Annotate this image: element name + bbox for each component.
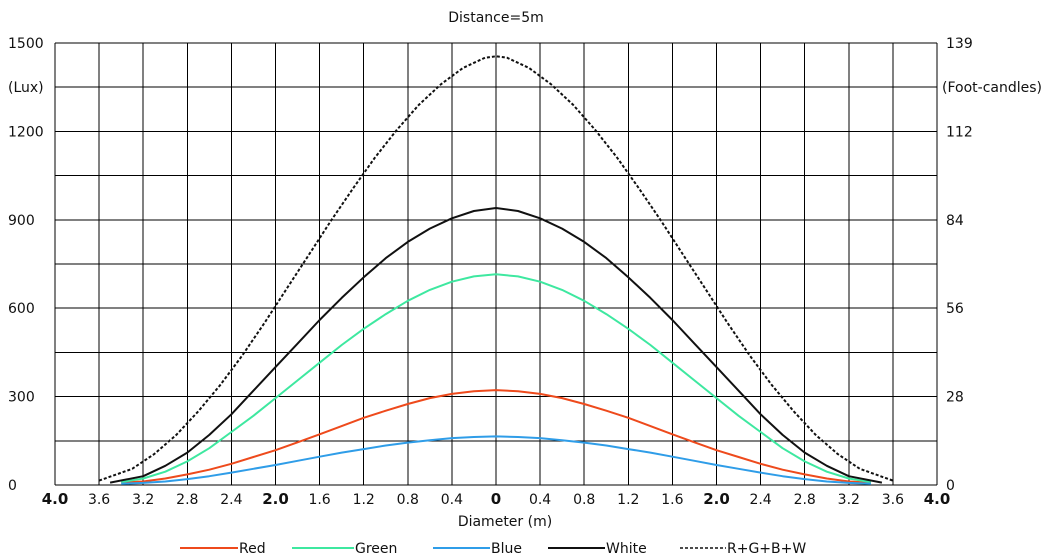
legend-label: White [606,541,647,557]
x-tick-label: 2.4 [220,492,242,508]
chart-legend: Red Green Blue White R+G+B+W [180,541,806,557]
x-tick-label: 0.8 [397,492,419,508]
x-tick-label: 0 [491,490,501,508]
y-right-tick-label: 84 [946,213,964,229]
y-right-tick-label: 56 [946,301,964,317]
series-layer [98,55,894,485]
legend-label: R+G+B+W [727,541,806,557]
y-right-tick-label: 28 [946,390,964,406]
x-tick-label: 0.4 [441,492,463,508]
y-axis-right-ticks: 0 28 56 84 112 139 [946,36,973,494]
x-tick-label: 2.8 [794,492,816,508]
legend-label: Blue [491,541,522,557]
x-tick-label: 0.8 [573,492,595,508]
series-line-blue [121,435,871,485]
y-left-tick-label: 300 [8,390,35,406]
x-tick-label: 3.6 [882,492,904,508]
x-axis-label: Diameter (m) [458,514,552,530]
y-right-tick-label: 0 [946,478,955,494]
y-left-tick-label: 1200 [8,124,44,140]
x-tick-label: 3.2 [132,492,154,508]
y-axis-left-ticks: 0 300 600 900 1200 1500 [8,36,44,494]
y-left-tick-label: 900 [8,213,35,229]
y-right-tick-label: 139 [946,36,973,52]
x-tick-label: 1.2 [617,492,639,508]
x-tick-label: 2.4 [749,492,771,508]
x-tick-label: 3.2 [838,492,860,508]
series-line-green [121,273,872,484]
x-tick-label: 2.0 [262,490,289,508]
chart-title: Distance=5m [448,10,544,26]
x-tick-label: 2.0 [703,490,730,508]
x-tick-label: 4.0 [924,490,951,508]
y-axis-right-label: (Foot-candles) [942,80,1042,96]
x-axis-ticks: 4.0 3.6 3.2 2.8 2.4 2.0 1.6 1.2 0.8 0.4 0 0.4 0.8 1.2… [42,490,951,508]
y-axis-left-label: (Lux) [8,80,44,96]
x-tick-label: 3.6 [88,492,110,508]
y-left-tick-label: 1500 [8,36,44,52]
x-tick-label: 1.2 [353,492,375,508]
series-line-white [109,207,883,484]
x-tick-label: 2.8 [176,492,198,508]
legend-label: Red [239,541,266,557]
x-tick-label: 0.4 [529,492,551,508]
y-left-tick-label: 0 [8,478,17,494]
chart-grid [54,42,938,486]
x-tick-label: 1.6 [308,492,330,508]
y-left-tick-label: 600 [8,301,35,317]
x-tick-label: 4.0 [42,490,69,508]
x-tick-label: 1.6 [661,492,683,508]
y-right-tick-label: 112 [946,124,973,140]
legend-label: Green [355,541,397,557]
series-line-red [121,389,871,484]
